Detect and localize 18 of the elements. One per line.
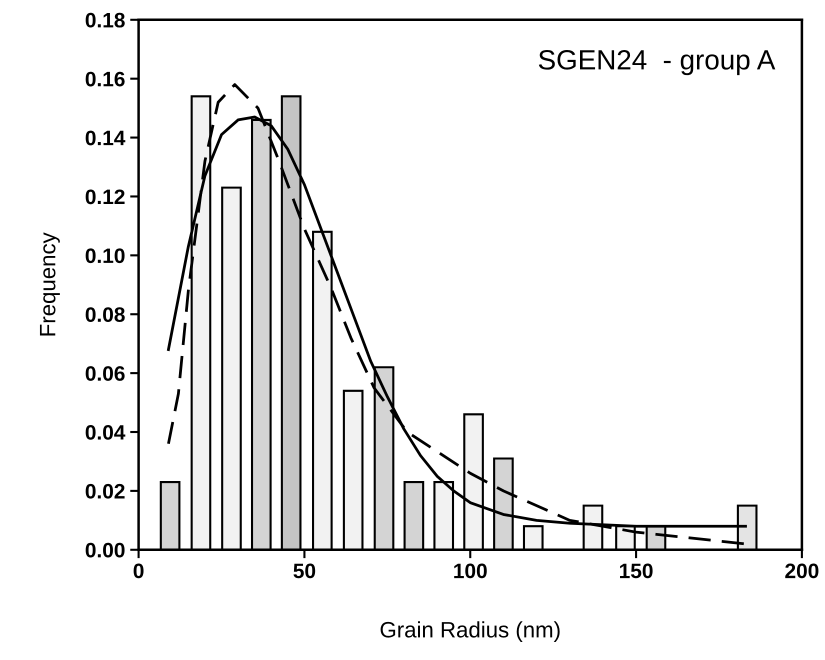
x-tick-label: 100 (454, 564, 487, 578)
y-tick-label: 0.08 (86, 307, 125, 322)
y-tick-label: 0.18 (86, 12, 125, 28)
annotation: SGEN24 - group A (538, 50, 776, 76)
y-axis-title: Frequency (40, 232, 60, 336)
x-tick-label: 50 (293, 564, 316, 578)
y-tick-label: 0.02 (86, 484, 125, 499)
y-tick-label: 0.12 (86, 189, 125, 204)
x-tick-label: 200 (785, 564, 818, 578)
y-tick-label: 0.14 (86, 130, 126, 146)
x-tick-label: 150 (620, 564, 653, 578)
y-tick-label: 0.16 (86, 72, 125, 86)
y-tick-label: 0.04 (86, 425, 126, 440)
x-tick-label: 0 (134, 564, 144, 578)
y-tick-label: 0.06 (86, 366, 125, 381)
x-axis-title: Grain Radius (nm) (380, 621, 560, 642)
y-tick-label: 0.00 (86, 542, 125, 558)
y-tick-label: 0.10 (86, 248, 125, 264)
